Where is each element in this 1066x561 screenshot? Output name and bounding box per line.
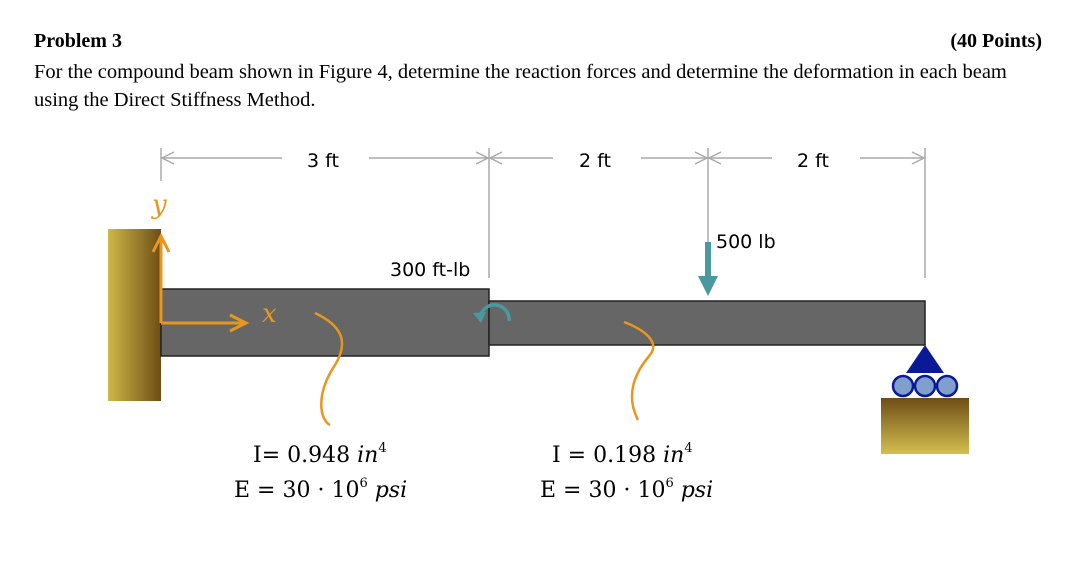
moment-label: 300 ft-lb <box>390 259 470 281</box>
leader-line-beam-2 <box>623 320 655 421</box>
axis-x-label: x <box>262 299 277 329</box>
beam-2 <box>488 300 926 346</box>
force-arrowhead-icon <box>698 276 718 296</box>
beam-1-modulus: ​E = 30 · 106 psi <box>234 476 407 503</box>
problem-points: (40 Points) <box>950 30 1042 52</box>
coordinate-axes <box>151 232 250 333</box>
leader-line-beam-1 <box>314 311 344 427</box>
problem-header: Problem 3 (40 Points) <box>34 30 1042 53</box>
dimension-label-1: 3 ft <box>307 150 339 172</box>
dimension-label-2: 2 ft <box>579 150 611 172</box>
moment-arrowhead-icon <box>473 312 486 323</box>
dimension-lines <box>160 148 926 278</box>
beam-2-modulus: E = 30 · 106 psi <box>540 476 713 503</box>
dimension-label-3: 2 ft <box>797 150 829 172</box>
roller-support-triangle <box>906 345 944 373</box>
ground-block <box>881 398 969 454</box>
roller-support-icon <box>891 374 959 398</box>
problem-statement: For the compound beam shown in Figure 4,… <box>34 61 1007 111</box>
fixed-wall-support <box>108 229 161 401</box>
force-label: 500 lb <box>716 231 776 253</box>
beam-2-inertia: I = 0.198 in4 <box>552 441 693 468</box>
axis-y-label: y <box>151 190 167 220</box>
beam-1-inertia: I= 0.948 in4 <box>253 441 387 468</box>
force-arrow-icon <box>705 242 711 278</box>
problem-title: Problem 3 <box>34 30 122 52</box>
